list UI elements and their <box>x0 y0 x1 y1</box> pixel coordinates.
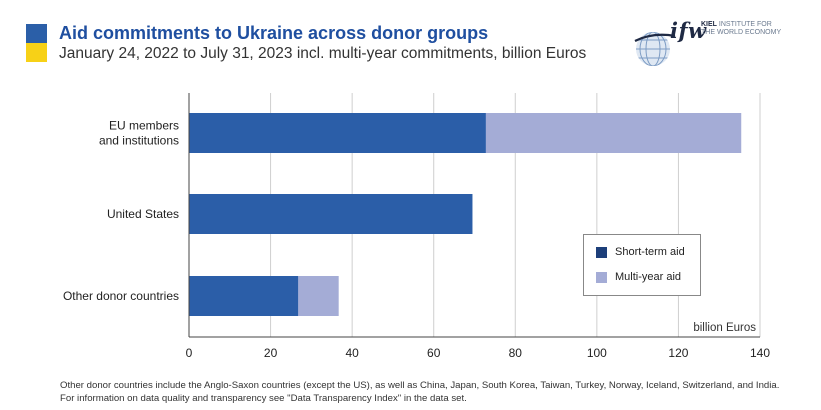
x-axis-label: billion Euros <box>693 322 756 334</box>
flag-yellow-stripe <box>26 43 47 62</box>
bar-chart: EU members and institutions United States O… <box>63 93 770 360</box>
x-tick-label-60: 60 <box>427 346 441 360</box>
bar-multi-year-0 <box>485 113 742 153</box>
category-label-2: Other donor countries <box>63 289 179 303</box>
footnote: Other donor countries include the Anglo-… <box>60 380 780 404</box>
legend-swatch-short-term <box>596 246 607 258</box>
chart-title: Aid commitments to Ukraine across donor … <box>59 23 489 43</box>
legend-item-short-term: Short-term aid <box>596 245 685 259</box>
logo-institute-name: KIEL INSTITUTE FOR THE WORLD ECONOMY <box>701 21 782 36</box>
legend-label-short-term: Short-term aid <box>615 246 685 258</box>
chart-legend: Short-term aid Multi-year aid <box>583 234 701 296</box>
logo-wordmark: ifw <box>670 18 707 43</box>
legend-item-multi-year: Multi-year aid <box>596 270 681 284</box>
bar-short-term-1 <box>189 194 473 234</box>
x-tick-label-40: 40 <box>345 346 359 360</box>
legend-swatch-multi-year <box>596 271 607 283</box>
x-tick-label-120: 120 <box>668 346 688 360</box>
globe-logo-icon <box>634 32 676 66</box>
x-tick-label-20: 20 <box>264 346 278 360</box>
flag-blue-stripe <box>26 24 47 43</box>
category-label-0: EU members and institutions <box>99 119 179 148</box>
bar-short-term-2 <box>189 276 299 316</box>
x-tick-label-80: 80 <box>509 346 523 360</box>
legend-label-multi-year: Multi-year aid <box>615 271 682 283</box>
x-tick-label-140: 140 <box>750 346 770 360</box>
bar-multi-year-2 <box>298 276 339 316</box>
bar-short-term-0 <box>189 113 486 153</box>
category-label-1: United States <box>107 207 179 221</box>
x-tick-label-0: 0 <box>186 346 193 360</box>
chart-subtitle: January 24, 2022 to July 31, 2023 incl. … <box>59 45 587 62</box>
x-tick-label-100: 100 <box>587 346 607 360</box>
